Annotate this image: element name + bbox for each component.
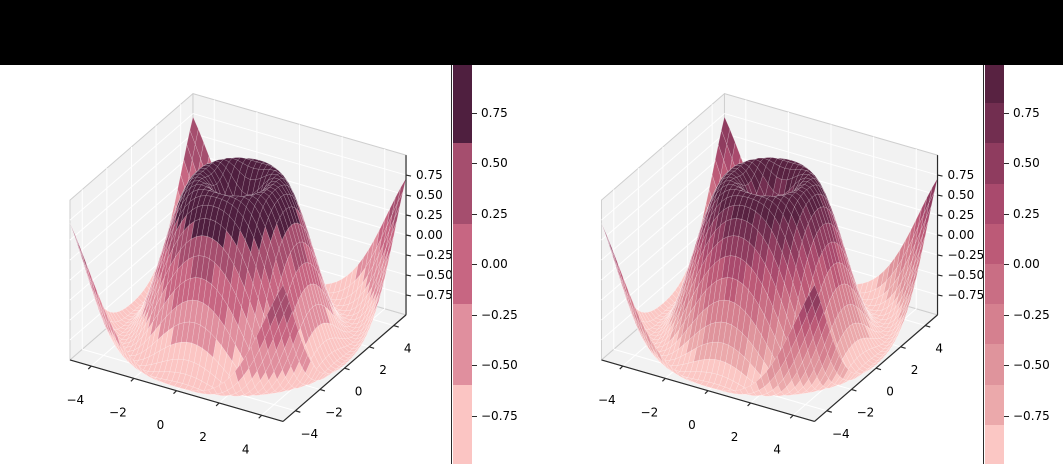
colorbar-outline [983,62,1004,464]
colorbar-tick [1004,163,1009,164]
colorbar-tick-label: −0.75 [481,408,518,423]
colorbar-segment [985,304,1004,345]
colorbar-segment [453,63,472,144]
colorbar-tick-label: −0.75 [1013,408,1050,423]
colorbar-tick-label: −0.25 [1013,307,1050,322]
colorbar-segment [453,384,472,464]
colorbar-tick-label: 0.25 [481,206,508,221]
colorbar-tick [472,314,477,316]
colorbar-tick-label: 0.25 [1013,206,1040,221]
colorbar-segment [453,304,472,386]
colorbar-tick-label: −0.50 [481,358,518,372]
colorbar-tick [1004,264,1009,265]
colorbar-tick [472,112,477,114]
colorbar-tick-label: 0.75 [481,105,508,120]
surface-plot-left [0,65,531,464]
colorbar-tick [1004,314,1009,316]
colorbar-tick-label: 0.50 [481,156,508,170]
colorbar-tick [472,163,477,164]
colorbar-tick [1004,415,1009,417]
colorbar-tick [1004,112,1009,114]
colorbar-tick [1004,213,1009,215]
colorbar-segment [985,344,1004,386]
colorbar-tick-label: 0.75 [1013,105,1040,120]
colorbar-right: 0.75 0.50 0.25 0.00 −0.25 −0.50 −0.75 [983,62,1050,464]
colorbar-tick-label: −0.25 [481,307,518,322]
top-black-bar [0,0,1063,65]
colorbar-tick [472,213,477,215]
colorbar-tick [472,264,477,265]
colorbar-tick-label: −0.50 [1013,358,1050,372]
colorbar-segment [985,143,1004,185]
colorbar-segment [985,63,1004,104]
colorbar-segment [985,223,1004,265]
colorbar-segment [453,143,472,225]
colorbar-tick-label: 0.00 [1013,257,1040,271]
colorbar-tick-label: 0.00 [481,257,508,271]
colorbar-left: 0.75 0.50 0.25 0.00 −0.25 −0.50 −0.75 [451,62,518,464]
colorbar-segment [985,384,1004,426]
colorbar-segment [985,183,1004,225]
surface-plot-right [531,65,1063,464]
colorbar-tick [472,415,477,417]
colorbar-tick-label: 0.50 [1013,156,1040,170]
colorbar-segment [985,424,1004,464]
colorbar-tick [472,365,477,366]
colorbar-tick [1004,365,1009,366]
colorbar-segment [985,103,1004,144]
colorbar-segment [453,223,472,305]
colorbar-outline [451,62,472,464]
colorbar-segment [985,264,1004,305]
